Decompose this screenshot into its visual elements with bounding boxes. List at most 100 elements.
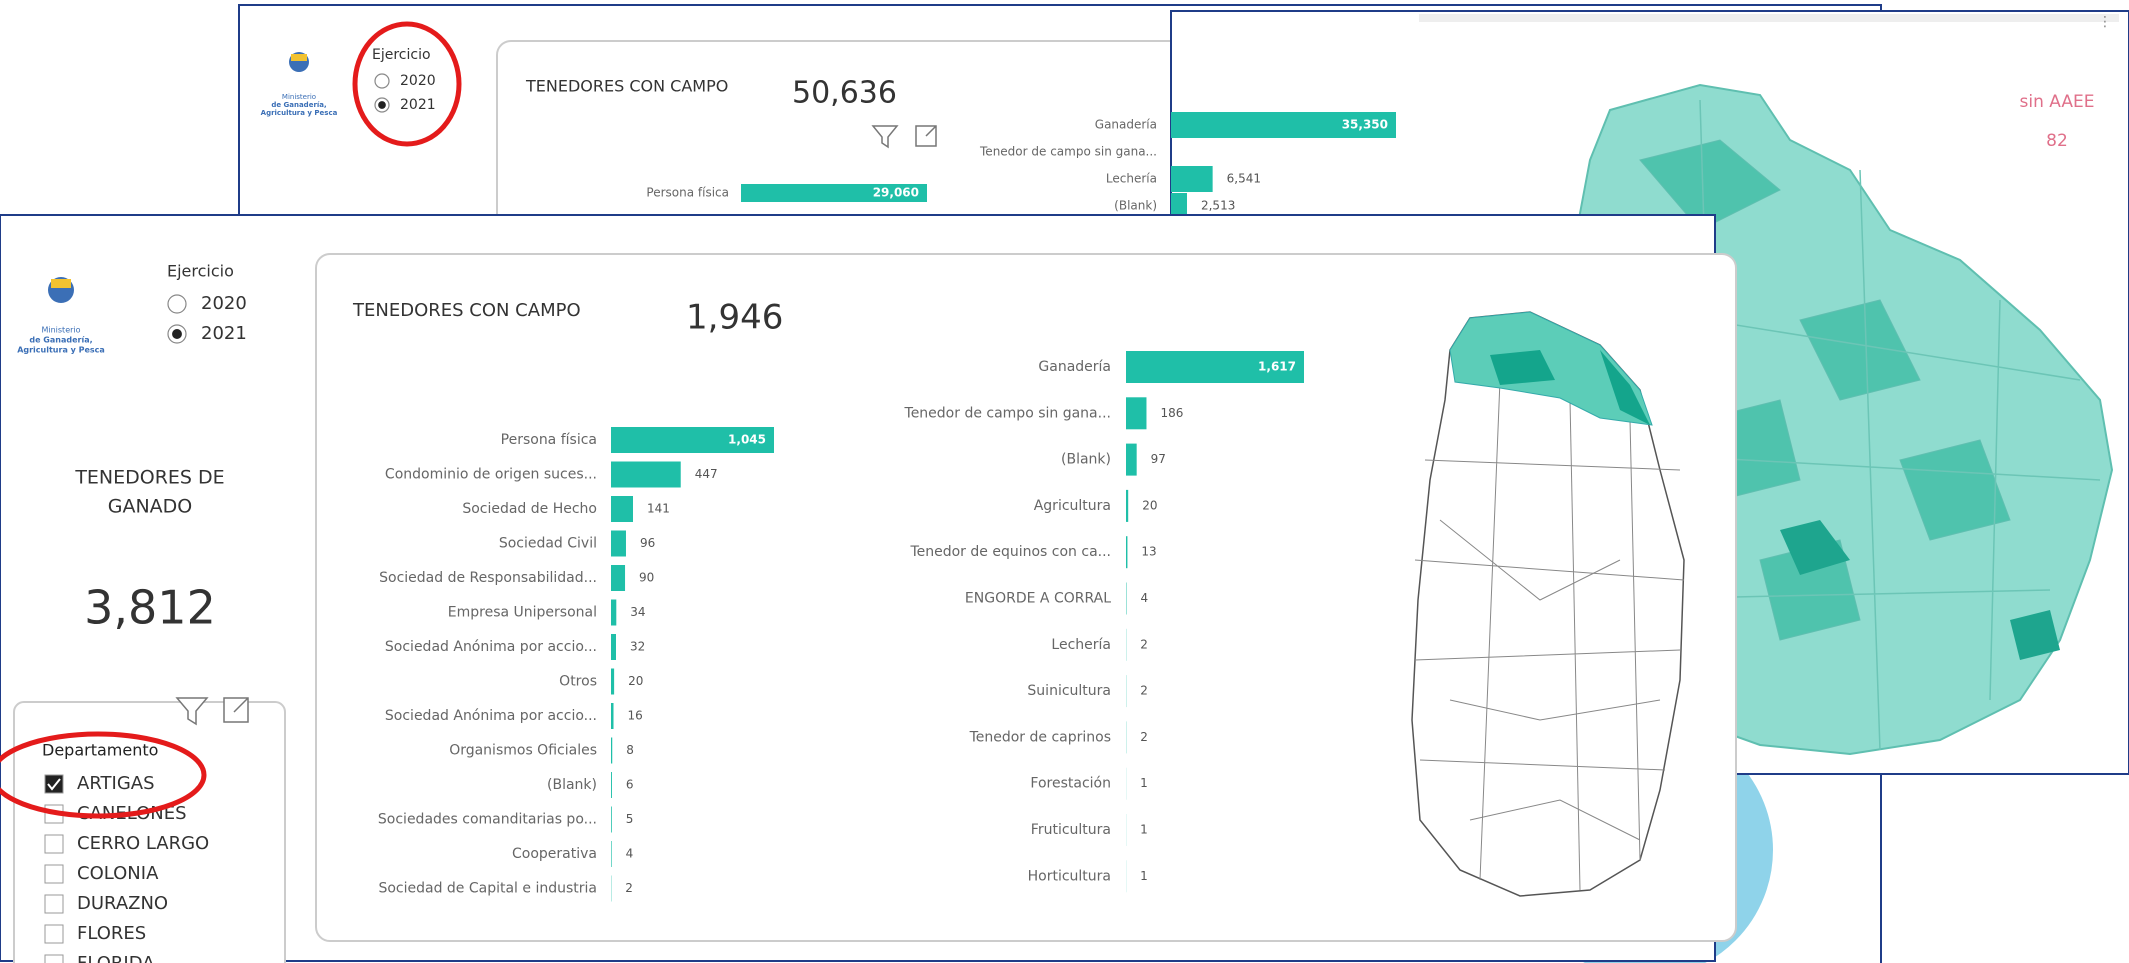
bar[interactable] [1126,351,1304,383]
bar[interactable] [611,772,612,798]
radio-label[interactable]: 2020 [400,73,436,89]
bar[interactable] [611,668,615,695]
logo-emblem-top [51,279,71,288]
bar-chart: Ganadería 1,617 Tenedor de campo sin gana.… [904,351,1304,893]
category-label: (Blank) [1061,452,1111,468]
category-label: Sociedad Civil [499,536,597,552]
value-label: 2 [1140,730,1148,744]
radio-button[interactable] [374,73,390,89]
value-label: 447 [695,467,718,481]
checkbox-label[interactable]: CERRO LARGO [77,833,209,854]
bar[interactable] [1171,193,1187,219]
value-label: 34 [630,605,645,619]
value-label: 13 [1141,545,1156,559]
radio-label[interactable]: 2020 [201,293,247,314]
radio-group: 2020 2021 [374,73,436,113]
value-label: 5 [626,812,634,826]
checkbox[interactable] [44,894,64,914]
focus-icon[interactable] [223,697,249,723]
radio-dot [172,329,182,339]
checkbox[interactable] [44,834,64,854]
bar[interactable] [611,427,774,453]
checkbox-label[interactable]: DURAZNO [77,893,168,914]
category-label: Sociedad de Hecho [462,501,597,517]
checkbox[interactable] [44,954,64,963]
bar[interactable] [611,806,612,833]
bar[interactable] [741,184,927,202]
kpi-value: 3,812 [84,581,216,635]
category-label: Lechería [1051,637,1111,653]
bar[interactable] [611,530,626,557]
filter-icon[interactable] [871,125,899,149]
radio-button[interactable] [167,294,187,314]
bar[interactable] [1126,397,1147,430]
bar[interactable] [611,599,617,626]
card [315,253,1737,942]
bar-chart: Ganadería 35,350 Tenedor de campo sin gana… [979,112,1396,219]
card-value: 50,636 [792,76,897,111]
radio-label[interactable]: 2021 [201,323,247,344]
category-label: Ganadería [1095,118,1157,132]
logo-emblem-top [291,54,307,61]
filter-card [13,701,286,963]
card-title: TENEDORES CON CAMPO [352,300,581,321]
category-label: Forestación [1030,776,1111,792]
category-label: Sociedad de Capital e industria [378,881,597,897]
radio-group: 2020 2021 [167,293,247,344]
radio-dot [378,101,386,109]
category-label: Fruticultura [1031,822,1111,838]
checkbox-label[interactable]: COLONIA [77,863,159,884]
bar[interactable] [611,841,612,867]
filter-icon[interactable] [175,697,209,726]
category-label: Sociedad Anónima por accio... [385,639,597,655]
bar-chart: Persona física 1,045 Condominio de origen … [378,427,774,902]
category-label: Sociedades comanditarias po... [378,812,597,828]
map-region [1490,350,1650,425]
value-label: 8 [626,743,634,757]
value-label: 20 [1142,498,1157,512]
bar[interactable] [1126,489,1129,522]
kpi-title: TENEDORES DE [74,467,224,489]
bar[interactable] [1126,536,1128,569]
logo-text: Agricultura y Pesca [261,109,338,117]
card-value: 1,946 [686,298,783,338]
category-label: Condominio de origen suces... [385,467,597,483]
focus-icon[interactable] [915,125,937,147]
radio-label[interactable]: 2021 [400,97,436,113]
bar[interactable] [611,737,613,764]
value-label: 16 [627,709,642,723]
bar[interactable] [1126,443,1137,476]
bar[interactable] [1171,166,1213,192]
checkbox[interactable] [44,774,64,794]
logo-text: Ministerio [41,326,80,335]
checkbox[interactable] [44,924,64,944]
checkbox-label[interactable]: FLORES [77,923,146,944]
menu-icon[interactable]: ⋮ [2098,14,2112,30]
logo-text: de Ganadería, [271,101,326,109]
value-label: 96 [640,536,655,550]
bar[interactable] [611,496,633,522]
bar[interactable] [611,703,614,729]
bar[interactable] [1171,112,1396,138]
bar[interactable] [611,565,626,591]
map [1411,311,1685,897]
checkbox[interactable] [44,864,64,884]
value-label: 2 [1140,684,1148,698]
checkbox-label[interactable]: FLORIDA [77,953,155,963]
category-label: Empresa Unipersonal [448,605,597,621]
value-label: 20 [628,674,643,688]
value-label: 1 [1140,823,1148,837]
slicer-title: Ejercicio [372,47,431,63]
bar[interactable] [611,461,681,488]
checkbox-label[interactable]: ARTIGAS [77,773,155,794]
logo-text: Ministerio [282,93,316,101]
value-label: 35,350 [1342,118,1388,132]
map-value: 82 [2046,131,2068,151]
category-label: Tenedor de caprinos [969,729,1111,745]
bar[interactable] [611,634,616,660]
map-header [1419,14,2119,22]
category-label: Sociedad Anónima por accio... [385,708,597,724]
map-region [1449,311,1653,426]
category-label: Persona física [501,432,597,448]
